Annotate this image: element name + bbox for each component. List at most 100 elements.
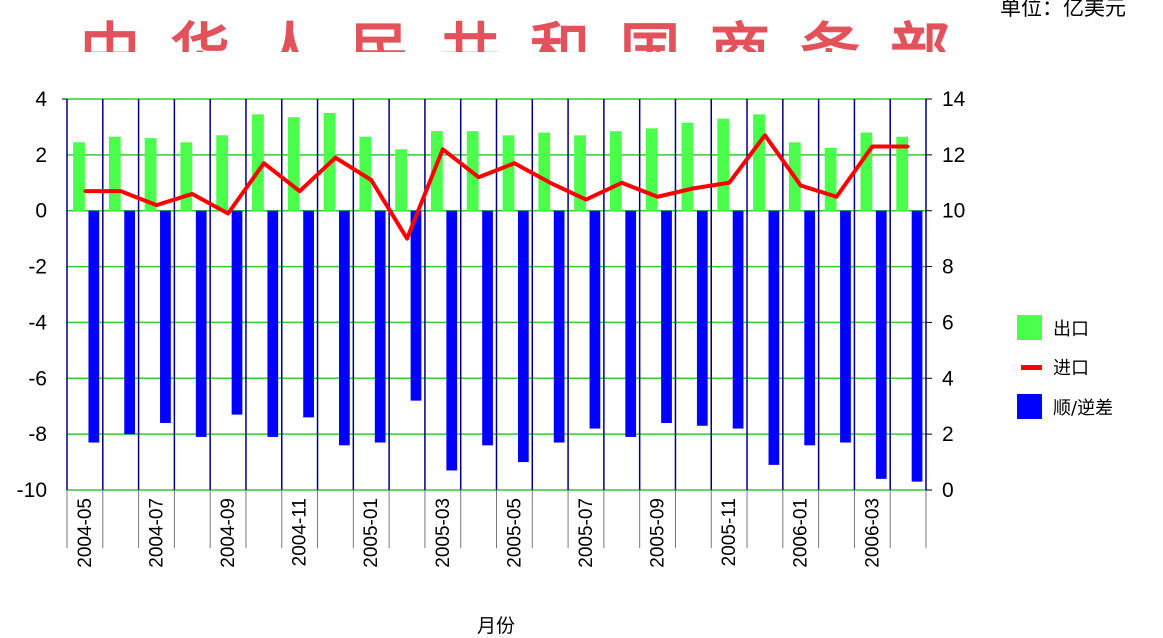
export-bar: [431, 131, 443, 211]
balance-bar: [517, 210, 529, 463]
balance-bar: [195, 210, 207, 437]
export-bar: [717, 118, 730, 211]
export-bar: [73, 142, 85, 211]
balance-bar: [160, 210, 171, 423]
balance-bar: [804, 210, 816, 446]
watermark-title: 中华人民共和国商务部: [80, 0, 1060, 52]
balance-bar: [625, 210, 637, 437]
right-tick-label: 8: [942, 256, 954, 279]
import-point: [119, 189, 123, 193]
legend-swatch-import: [1021, 365, 1042, 370]
watermark-svg: 中华人民共和国商务部: [80, 17, 980, 52]
export-bar: [216, 135, 229, 211]
balance-bar: [661, 210, 672, 423]
x-tick-label: 2005-03: [433, 498, 454, 568]
export-bar: [108, 136, 121, 211]
export-bar: [896, 136, 909, 211]
right-tick-label: 0: [942, 479, 954, 502]
balance-bar: [446, 210, 458, 471]
x-tick-label: 2005-05: [504, 498, 525, 568]
balance-bar: [482, 210, 493, 446]
right-tick-label: 10: [942, 200, 965, 223]
export-bar: [609, 131, 622, 211]
x-axis: 2004-05 2004-07 2004-09 2004-11 2005-01 2005-…: [75, 498, 883, 568]
left-tick-label: -10: [17, 479, 47, 502]
export-bar: [574, 135, 586, 211]
left-tick-label: 4: [35, 88, 47, 111]
balance-bar: [768, 210, 780, 465]
legend-label: 出口: [1053, 319, 1089, 340]
import-point: [405, 237, 409, 241]
export-bar: [753, 114, 765, 211]
balance-bar: [267, 210, 279, 437]
import-point: [763, 133, 767, 137]
balance-bar: [231, 210, 243, 415]
balance-bars: [88, 210, 923, 482]
x-tick-label: 2005-01: [361, 498, 382, 568]
balance-bar: [303, 210, 314, 418]
import-point: [620, 181, 624, 185]
import-point: [691, 186, 695, 190]
import-point: [477, 175, 481, 179]
grid: [62, 98, 927, 548]
legend-swatch-balance: [1017, 394, 1042, 419]
import-point: [512, 161, 516, 165]
x-tick-label: 2004-11: [290, 498, 311, 566]
export-bar: [538, 132, 551, 211]
export-bar: [359, 136, 372, 211]
import-point: [83, 189, 87, 193]
left-tick-label: 0: [35, 200, 47, 223]
watermark-text: 中华人民共和国商务部: [80, 17, 980, 52]
balance-bar: [589, 210, 601, 429]
export-bar: [681, 122, 694, 211]
import-point: [190, 192, 194, 196]
import-point: [656, 195, 660, 199]
balance-bar: [124, 210, 136, 435]
left-axis: 4 2 0 -2 -4 -6 -8 -10: [17, 88, 48, 502]
import-point: [154, 203, 158, 207]
balance-bar: [374, 210, 386, 443]
export-bar: [824, 147, 837, 211]
right-axis: 14 12 10 8 6 4 2 0: [926, 88, 966, 502]
right-tick-label: 4: [942, 367, 954, 390]
balance-bar: [339, 210, 350, 446]
legend-label: 进口: [1053, 358, 1089, 379]
import-point: [298, 189, 302, 193]
right-tick-label: 14: [942, 88, 966, 111]
balance-bar: [875, 210, 887, 479]
x-tick-label: 2006-03: [862, 498, 883, 568]
x-tick-label: 2004-05: [75, 498, 96, 568]
import-line: [83, 133, 910, 241]
export-bar: [287, 117, 300, 211]
export-bar: [645, 128, 658, 211]
balance-bar: [840, 210, 851, 443]
import-point: [226, 212, 230, 216]
export-bar: [180, 142, 193, 211]
left-tick-label: -2: [28, 256, 47, 279]
import-point: [262, 161, 266, 165]
left-tick-label: -6: [28, 367, 47, 390]
import-point: [799, 184, 803, 188]
import-point: [369, 178, 373, 182]
import-line-path: [84, 133, 909, 241]
import-point: [835, 195, 839, 199]
export-bar: [502, 135, 515, 211]
export-bar: [395, 149, 408, 211]
balance-bar: [911, 210, 923, 482]
right-tick-label: 6: [942, 311, 954, 334]
legend-label: 顺/逆差: [1053, 398, 1113, 419]
balance-bar: [553, 210, 565, 443]
x-tick-label: 2005-11: [719, 498, 740, 566]
left-tick-label: -4: [28, 311, 47, 334]
import-point: [584, 198, 588, 202]
x-tick-label: 2004-09: [218, 498, 239, 568]
import-point: [870, 144, 874, 148]
balance-bar: [732, 210, 744, 429]
left-tick-label: 2: [35, 144, 47, 167]
right-tick-label: 2: [942, 423, 954, 446]
x-axis-title: 月份: [477, 615, 515, 637]
export-bar: [860, 132, 873, 211]
export-bar: [144, 138, 157, 211]
